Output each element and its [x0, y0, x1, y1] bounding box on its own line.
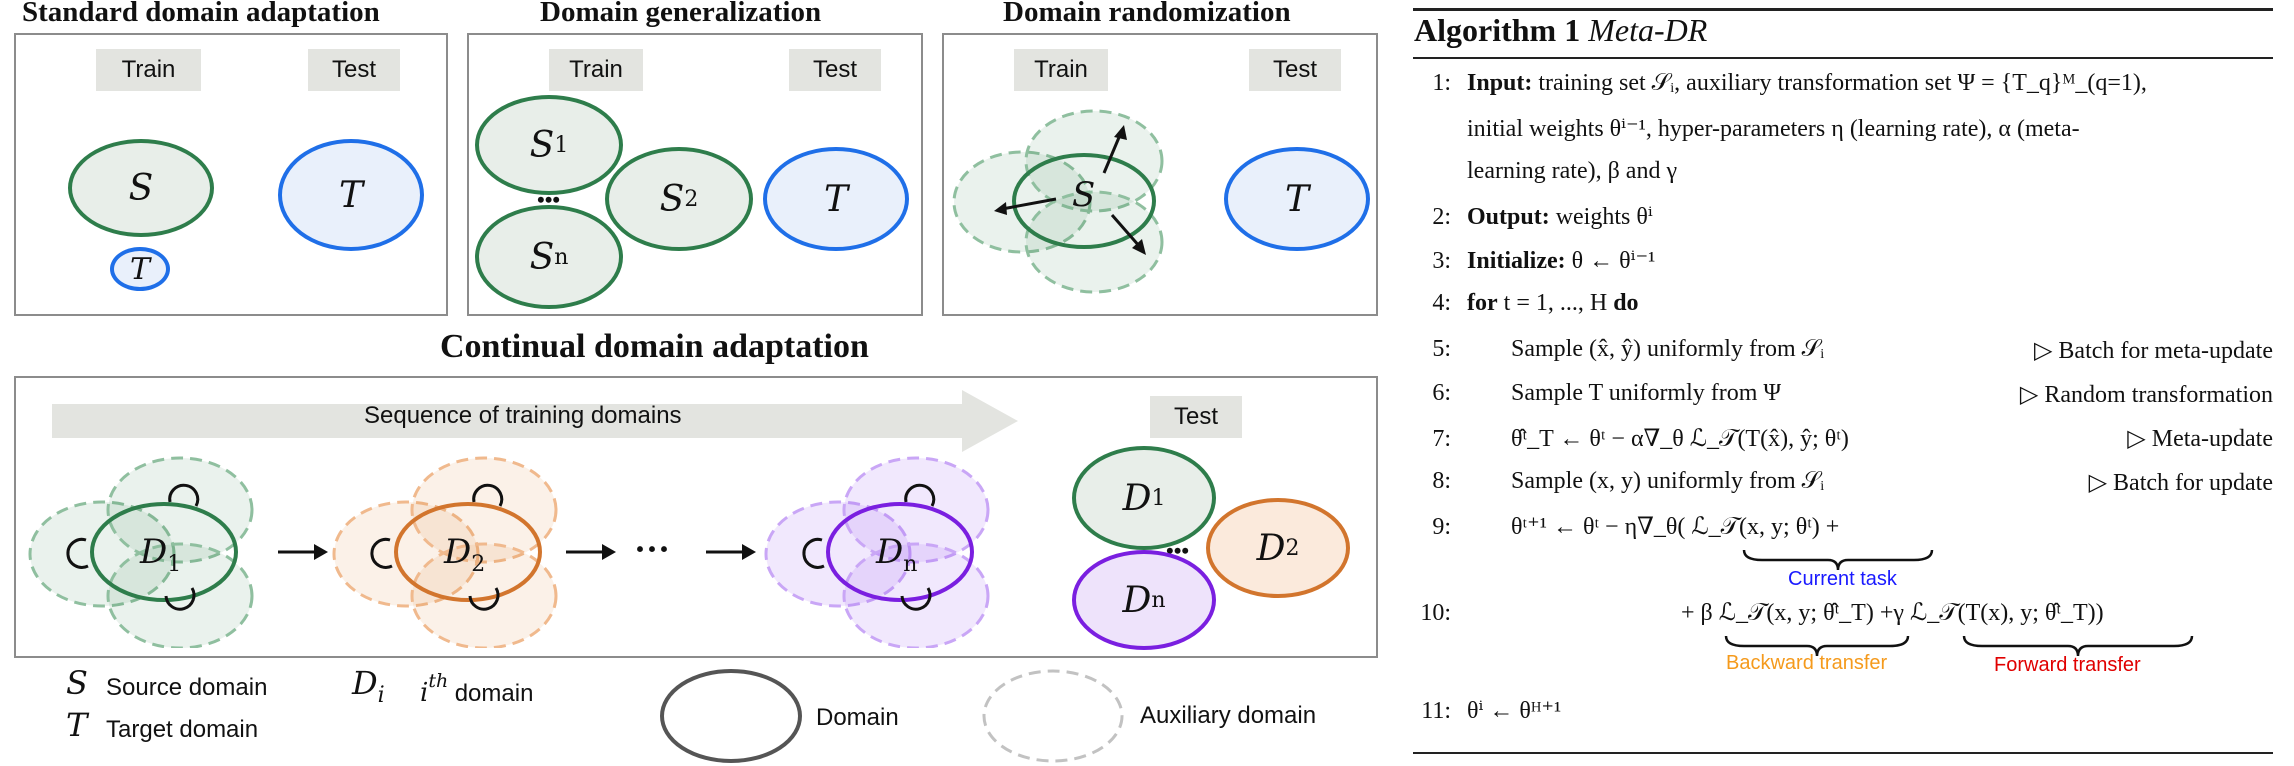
- algo-line-5: 5: Sample (x̂, ŷ) uniformly from 𝒮ᵢ: [1432, 336, 1825, 362]
- algo-line-8: 8: Sample (x, y) uniformly from 𝒮ᵢ: [1432, 468, 1825, 494]
- domain-2-label: D2: [444, 532, 486, 577]
- algo-line-11: 11: θⁱ ← θᴴ⁺¹: [1421, 698, 1562, 724]
- target-domain-ellipse: T: [278, 139, 424, 251]
- algo-comment-7: ▷ Meta-update: [2127, 426, 2273, 452]
- algo-line-2: 2: Output: weights θⁱ: [1432, 204, 1653, 230]
- test-tag: Test: [1249, 49, 1341, 91]
- legend-target-label: Target domain: [106, 716, 259, 743]
- brace-forward: [1962, 635, 2194, 657]
- source-domain-ellipse: S: [68, 139, 214, 237]
- algo-line-3: 3: Initialize: θ ← θⁱ⁻¹: [1432, 248, 1656, 274]
- ellipsis: ···: [634, 529, 671, 569]
- algo-bottom-rule: [1413, 752, 2273, 754]
- sequence-arrow: [52, 390, 1018, 452]
- brace-backward: [1724, 635, 1910, 657]
- algo-title-rule: [1413, 57, 2273, 59]
- legend-target-symbol: T: [66, 706, 88, 744]
- forward-transfer-label: Forward transfer: [1994, 654, 2141, 676]
- standard-da-title: Standard domain adaptation: [22, 0, 380, 28]
- algo-line-7: 7: θ̂ᵗ_T ← θᵗ − α∇_θ ℒ_𝒯(T(x̂), ŷ; θᵗ): [1432, 426, 1849, 452]
- target-domain-small-ellipse: T: [110, 247, 170, 291]
- train-tag: Train: [96, 49, 201, 91]
- algo-line-1: 1: Input: training set 𝒮ᵢ, auxiliary tran…: [1432, 70, 2147, 96]
- legend-aux-ellipse: [982, 669, 1124, 763]
- algo-line-10: 10: + β ℒ_𝒯(x, y; θ̂ᵗ_T) +γ ℒ_𝒯(T(x), y; …: [1420, 600, 2104, 626]
- standard-da-panel: Train Test S T T: [14, 33, 448, 316]
- legend-source-symbol: S: [66, 664, 88, 702]
- sequence-label: Sequence of training domains: [364, 402, 682, 429]
- algo-title: Algorithm 1 Meta-DR: [1414, 12, 1708, 48]
- algo-comment-6: ▷ Random transformation: [2019, 382, 2273, 408]
- legend-domain-label: Domain: [816, 704, 899, 731]
- algo-line-1c: learning rate), β and γ: [1467, 158, 1678, 184]
- legend-di-label: ith domain: [420, 670, 534, 708]
- algo-line-1b: initial weights θⁱ⁻¹, hyper-parameters η…: [1467, 116, 2080, 142]
- algo-line-9: 9: θᵗ⁺¹ ← θᵗ − η∇_θ( ℒ_𝒯(x, y; θᵗ) +: [1432, 514, 1840, 540]
- test-tag: Test: [308, 49, 400, 91]
- continual-da-title: Continual domain adaptation: [440, 328, 869, 365]
- train-tag: Train: [1014, 49, 1108, 91]
- domain-generalization-title: Domain generalization: [540, 0, 822, 28]
- legend-di-symbol: Di: [352, 664, 385, 708]
- algo-line-6: 6: Sample T uniformly from Ψ: [1432, 380, 1782, 406]
- algo-comment-5: ▷ Batch for meta-update: [2033, 338, 2273, 364]
- domain-randomization-title: Domain randomization: [1003, 0, 1291, 28]
- brace-current: [1742, 549, 1934, 571]
- test-tag: Test: [789, 49, 881, 91]
- auxiliary-domains-graphic: [952, 109, 1164, 294]
- train-tag: Train: [549, 49, 643, 91]
- continual-da-panel: Sequence of training domains Test: [14, 376, 1378, 658]
- domain-randomization-panel: Train Test S T: [942, 33, 1378, 316]
- target-domain-ellipse: T: [763, 147, 909, 251]
- domain-n-label: Dn: [876, 532, 918, 577]
- algo-top-rule: [1413, 8, 2273, 11]
- legend-source-label: Source domain: [106, 674, 268, 701]
- algo-comment-8: ▷ Batch for update: [2088, 470, 2273, 496]
- source-domain-label: S: [1072, 175, 1096, 215]
- backward-transfer-label: Backward transfer: [1726, 652, 1888, 674]
- test-tag: Test: [1150, 396, 1242, 438]
- current-task-label: Current task: [1788, 568, 1897, 590]
- legend-aux-label: Auxiliary domain: [1140, 702, 1317, 729]
- legend-domain-ellipse: [660, 669, 802, 763]
- algo-line-4: 4: for t = 1, ..., H do: [1432, 290, 1639, 316]
- training-domains-graphic: [28, 456, 990, 648]
- target-domain-ellipse: T: [1224, 147, 1370, 251]
- domain-1-label: D1: [140, 532, 182, 577]
